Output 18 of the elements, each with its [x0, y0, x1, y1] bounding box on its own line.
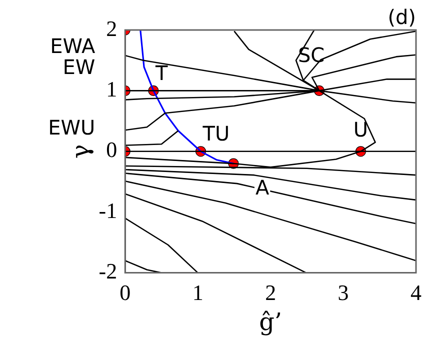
y-tick-label: -2 [98, 258, 118, 284]
y-tick-label: 2 [106, 16, 118, 41]
y-tick-label: 1 [106, 76, 118, 102]
y-tick-label: -1 [98, 198, 118, 223]
x-tick-label: 2 [265, 280, 276, 305]
annotation: TU [202, 122, 230, 146]
annotation: T [154, 60, 168, 85]
x-tick-label: 1 [192, 280, 204, 305]
x-axis-title: ĝ’ [259, 308, 282, 336]
text: (d) [388, 5, 416, 30]
annotation: SC [298, 42, 325, 67]
y-tick-label: 0 [106, 137, 118, 162]
y-axis-title: γ [66, 144, 95, 159]
annotation: U [353, 118, 368, 142]
annotation: A [255, 176, 270, 200]
annotation: EWU [48, 116, 96, 140]
x-tick-label: 3 [338, 280, 349, 305]
x-tick-label: 4 [410, 280, 422, 305]
